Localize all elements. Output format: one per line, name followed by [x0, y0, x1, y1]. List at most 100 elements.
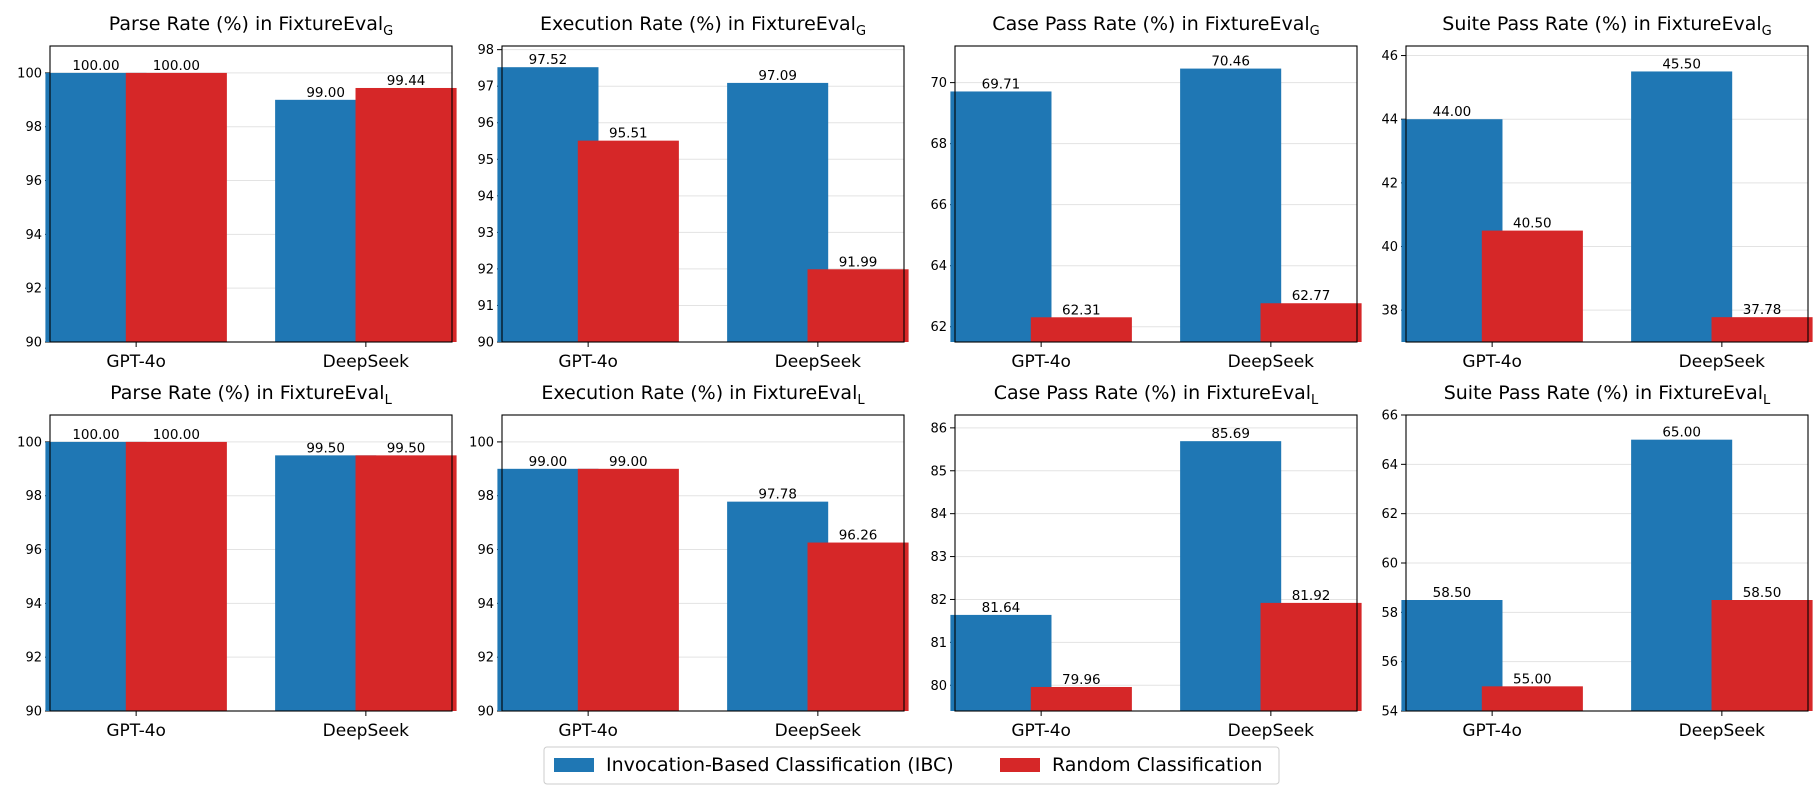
legend-label: Invocation-Based Classification (IBC) — [606, 754, 954, 776]
data-label: 100.00 — [72, 58, 119, 74]
y-tick-label: 98 — [477, 489, 494, 504]
y-tick-label: 54 — [1381, 705, 1398, 720]
y-tick-label: 85 — [930, 464, 947, 479]
x-tick-label: GPT-4o — [1011, 721, 1071, 741]
y-tick-label: 92 — [25, 282, 42, 297]
bar-random-gpt-4o — [125, 441, 227, 711]
chart-title-subscript: G — [856, 24, 866, 39]
bar-random-gpt-4o — [125, 72, 227, 342]
data-label: 70.46 — [1211, 54, 1250, 70]
y-tick-label: 64 — [1381, 458, 1398, 473]
chart-title-main: Parse Rate (%) in FixtureEval — [110, 382, 384, 404]
y-tick-label: 92 — [477, 651, 494, 666]
y-tick-label: 96 — [25, 543, 42, 558]
chart-title-subscript: G — [1762, 24, 1772, 39]
chart-panel-6: 90 92 94 96 98 100 99.00 99.00 GPT-4o 97.78 96.26 D… — [469, 382, 909, 741]
data-label: 100.00 — [72, 427, 119, 443]
x-tick-label: GPT-4o — [1462, 352, 1522, 372]
y-tick-label: 95 — [477, 153, 494, 168]
bar-random-gpt-4o — [1481, 230, 1583, 342]
y-tick-label: 83 — [930, 550, 947, 565]
bar-ibc-gpt-4o — [950, 91, 1052, 342]
data-label: 97.78 — [758, 487, 797, 503]
y-tick-label: 98 — [477, 43, 494, 58]
data-label: 99.00 — [609, 454, 648, 470]
chart-panel-7: 80 81 82 83 84 85 86 81.64 79.96 GPT-4o 85.69 81.92… — [930, 382, 1362, 741]
chart-title: Case Pass Rate (%) in FixtureEvalL — [994, 382, 1319, 408]
legend-label: Random Classification — [1052, 754, 1262, 776]
data-label: 97.09 — [758, 68, 797, 84]
axes-frame — [49, 45, 453, 343]
y-tick-label: 90 — [477, 336, 494, 351]
y-tick-label: 90 — [25, 336, 42, 351]
y-tick-label: 96 — [477, 543, 494, 558]
y-tick-label: 93 — [477, 226, 494, 241]
data-label: 85.69 — [1211, 426, 1250, 442]
chart-title: Suite Pass Rate (%) in FixtureEvalG — [1442, 13, 1771, 39]
data-label: 100.00 — [153, 58, 200, 74]
data-label: 91.99 — [839, 254, 878, 270]
data-label: 69.71 — [982, 76, 1021, 92]
chart-title-subscript: G — [383, 24, 393, 39]
data-label: 99.50 — [306, 440, 345, 456]
data-label: 40.50 — [1513, 216, 1552, 232]
chart-title-main: Suite Pass Rate (%) in FixtureEval — [1444, 382, 1763, 404]
x-tick-label: DeepSeek — [775, 721, 862, 741]
x-tick-label: GPT-4o — [558, 721, 618, 741]
chart-title: Case Pass Rate (%) in FixtureEvalG — [992, 13, 1319, 39]
y-tick-label: 94 — [25, 228, 42, 243]
chart-title-main: Case Pass Rate (%) in FixtureEval — [992, 13, 1309, 35]
x-tick-label: GPT-4o — [1462, 721, 1522, 741]
data-label: 81.92 — [1292, 588, 1331, 604]
chart-panel-4: 38 40 42 44 46 44.00 40.50 GPT-4o 45.50 37.78 Deep… — [1381, 13, 1813, 372]
y-tick-label: 86 — [930, 421, 947, 436]
y-tick-label: 46 — [1381, 49, 1398, 64]
chart-panel-3: 62 64 66 68 70 69.71 62.31 GPT-4o 70.46 62.77 Deep… — [930, 13, 1362, 372]
y-tick-label: 96 — [477, 116, 494, 131]
chart-title-main: Suite Pass Rate (%) in FixtureEval — [1442, 13, 1761, 35]
y-tick-label: 94 — [477, 189, 494, 204]
data-label: 45.50 — [1662, 56, 1701, 72]
axes-frame — [954, 45, 1358, 343]
bar-random-gpt-4o — [577, 140, 679, 342]
data-label: 62.31 — [1062, 302, 1101, 318]
chart-title-subscript: L — [857, 393, 865, 408]
y-tick-label: 98 — [25, 489, 42, 504]
x-tick-label: DeepSeek — [1228, 721, 1315, 741]
chart-title-subscript: L — [1311, 393, 1319, 408]
y-tick-label: 70 — [930, 76, 947, 91]
bar-random-deepseek — [355, 455, 457, 711]
x-tick-label: GPT-4o — [106, 352, 166, 372]
data-label: 55.00 — [1513, 671, 1552, 687]
data-label: 58.50 — [1433, 585, 1472, 601]
y-tick-label: 40 — [1381, 240, 1398, 255]
legend-swatch — [554, 758, 594, 772]
x-tick-label: GPT-4o — [558, 352, 618, 372]
y-tick-label: 96 — [25, 174, 42, 189]
data-label: 99.50 — [387, 440, 426, 456]
y-tick-label: 100 — [469, 435, 494, 450]
data-label: 95.51 — [609, 126, 648, 142]
data-label: 37.78 — [1743, 302, 1782, 318]
chart-title-main: Execution Rate (%) in FixtureEval — [540, 13, 856, 35]
chart-title-main: Parse Rate (%) in FixtureEval — [109, 13, 383, 35]
bar-random-deepseek — [807, 542, 909, 711]
x-tick-label: GPT-4o — [1011, 352, 1071, 372]
chart-title: Parse Rate (%) in FixtureEvalG — [109, 13, 393, 39]
data-label: 99.44 — [387, 73, 426, 89]
data-label: 62.77 — [1292, 288, 1331, 304]
y-tick-label: 84 — [930, 507, 947, 522]
y-tick-label: 94 — [477, 597, 494, 612]
chart-title: Execution Rate (%) in FixtureEvalG — [540, 13, 866, 39]
data-label: 100.00 — [153, 427, 200, 443]
data-label: 79.96 — [1062, 672, 1101, 688]
y-tick-label: 100 — [17, 66, 42, 81]
axes-frame — [49, 414, 453, 712]
chart-title-subscript: G — [1310, 24, 1320, 39]
chart-title-subscript: L — [1763, 393, 1771, 408]
axes-frame — [1405, 45, 1809, 343]
y-tick-label: 64 — [930, 259, 947, 274]
chart-title-main: Execution Rate (%) in FixtureEval — [541, 382, 857, 404]
y-tick-label: 66 — [930, 198, 947, 213]
